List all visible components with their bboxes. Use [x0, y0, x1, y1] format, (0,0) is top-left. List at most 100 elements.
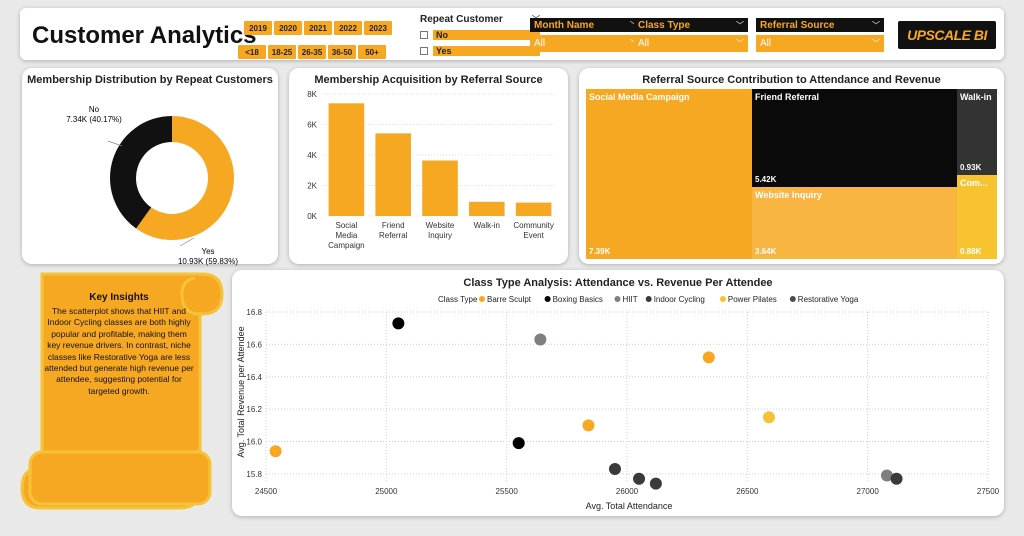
- age-button-4[interactable]: 50+: [358, 45, 386, 59]
- donut-yes-value: 10.93K (59.83%): [178, 257, 238, 266]
- bar-category-label: Event: [523, 231, 544, 240]
- x-axis-label: Avg. Total Attendance: [586, 501, 673, 511]
- checkbox-icon[interactable]: [420, 46, 428, 55]
- chevron-down-icon: ﹀: [736, 20, 744, 30]
- bar-1[interactable]: [375, 133, 411, 216]
- year-button-2021[interactable]: 2021: [304, 21, 332, 35]
- bar-y-tick: 4K: [307, 151, 317, 160]
- membership-distribution-card: Membership Distribution by Repeat Custom…: [22, 68, 278, 266]
- legend-marker: [645, 296, 652, 302]
- year-button-2023[interactable]: 2023: [364, 21, 392, 35]
- legend-item[interactable]: HIIT: [623, 295, 638, 304]
- legend-item[interactable]: Power Pilates: [728, 295, 777, 304]
- scatter-point[interactable]: [890, 472, 903, 485]
- scatter-point[interactable]: [534, 333, 547, 346]
- bar-category-label: Social: [336, 221, 358, 230]
- age-button-2[interactable]: 26-35: [298, 45, 326, 59]
- bar-2[interactable]: [422, 160, 458, 216]
- scatter-y-tick: 16.6: [246, 340, 262, 349]
- legend-marker: [479, 296, 485, 302]
- bar-y-tick: 6K: [307, 121, 317, 130]
- scatter-point[interactable]: [880, 469, 893, 482]
- bar-category-label: Inquiry: [428, 231, 452, 240]
- scatter-x-tick: 27500: [977, 487, 1000, 496]
- legend-marker: [544, 296, 551, 302]
- chevron-down-icon: ﹀: [872, 39, 880, 48]
- scatter-x-tick: 25000: [375, 487, 398, 496]
- scatter-point[interactable]: [512, 437, 525, 450]
- treemap-title: Referral Source Contribution to Attendan…: [642, 74, 941, 86]
- upscale-bi-logo: UPSCALE BI: [898, 21, 996, 49]
- legend-item[interactable]: Indoor Cycling: [654, 295, 705, 304]
- repeat-customer-slicer: Repeat Customer ﹀ No Yes: [420, 14, 540, 58]
- key-insights-panel: Key Insights The scatterplot shows that …: [20, 272, 225, 512]
- scatter-point[interactable]: [392, 317, 405, 330]
- year-button-2020[interactable]: 2020: [274, 21, 302, 35]
- treemap-tile-social-media[interactable]: Social Media Campaign 7.39K: [586, 89, 752, 259]
- donut-yes-label: Yes: [201, 247, 214, 256]
- bar-category-label: Campaign: [328, 241, 364, 250]
- checkbox-icon[interactable]: [420, 30, 428, 39]
- treemap-tile-community-event[interactable]: Com... 0.88K: [957, 175, 997, 259]
- bar-y-tick: 8K: [307, 90, 317, 99]
- bar-category-label: Friend: [382, 221, 405, 230]
- legend-item[interactable]: Restorative Yoga: [798, 295, 859, 304]
- scatter-point[interactable]: [649, 477, 662, 490]
- referral-contribution-card: Referral Source Contribution to Attendan…: [579, 68, 1004, 264]
- repeat-no-option[interactable]: No: [420, 28, 540, 41]
- legend-item[interactable]: Boxing Basics: [553, 295, 603, 304]
- bar-y-tick: 2K: [307, 182, 317, 191]
- membership-acquisition-card: Membership Acquisition by Referral Sourc…: [289, 68, 568, 264]
- scatter-point[interactable]: [762, 411, 775, 424]
- scatter-y-tick: 15.8: [246, 470, 262, 479]
- scatter-point[interactable]: [582, 419, 595, 432]
- scatter-x-tick: 26500: [736, 487, 759, 496]
- page-title: Customer Analytics: [32, 22, 257, 49]
- treemap-tile-friend-referral[interactable]: Friend Referral 5.42K: [752, 89, 957, 187]
- scatter-x-tick: 26000: [616, 487, 639, 496]
- scatter-point[interactable]: [269, 445, 282, 458]
- bar-0[interactable]: [328, 103, 365, 216]
- legend-marker: [614, 296, 621, 302]
- year-button-2019[interactable]: 2019: [244, 21, 272, 35]
- legend-title: Class Type: [438, 295, 478, 304]
- donut-slice-yes[interactable]: [136, 116, 234, 240]
- legend-marker: [719, 296, 726, 302]
- bar-4[interactable]: [515, 202, 552, 216]
- year-button-2022[interactable]: 2022: [334, 21, 362, 35]
- class-type-analysis-card: Class Type Analysis: Attendance vs. Reve…: [232, 270, 1004, 516]
- donut-chart: No 7.34K (40.17%) Yes 10.93K (59.83%): [66, 105, 238, 266]
- key-insights-text: The scatterplot shows that HIIT and Indo…: [44, 306, 194, 396]
- scatter-x-tick: 24500: [255, 487, 278, 496]
- scatter-x-tick: 25500: [496, 487, 519, 496]
- scatter-x-tick: 27000: [857, 487, 880, 496]
- bar-chart-title: Membership Acquisition by Referral Sourc…: [314, 74, 543, 86]
- scatter-chart: Class Type Barre Sculpt Boxing Basics HIIT…: [236, 295, 1000, 511]
- age-button-0[interactable]: <18: [238, 45, 266, 59]
- scatter-point[interactable]: [702, 351, 715, 364]
- repeat-yes-option[interactable]: Yes: [420, 44, 540, 57]
- key-insights-title: Key Insights: [89, 292, 149, 303]
- chevron-down-icon: ﹀: [872, 20, 880, 30]
- bar-category-label: Media: [336, 231, 358, 240]
- bar-category-label: Community: [513, 221, 553, 230]
- chevron-down-icon: ﹀: [736, 39, 744, 48]
- scatter-y-tick: 16.4: [246, 373, 262, 382]
- donut-no-value: 7.34K (40.17%): [66, 115, 122, 124]
- legend-item[interactable]: Barre Sculpt: [487, 295, 532, 304]
- bar-y-tick: 0K: [307, 212, 317, 221]
- scatter-point[interactable]: [633, 472, 646, 485]
- age-button-1[interactable]: 18-25: [268, 45, 296, 59]
- scroll-shape: [20, 272, 224, 510]
- age-button-3[interactable]: 36-50: [328, 45, 356, 59]
- scatter-title: Class Type Analysis: Attendance vs. Reve…: [463, 277, 773, 289]
- scatter-point[interactable]: [608, 463, 621, 476]
- scatter-y-tick: 16.0: [246, 438, 262, 447]
- treemap-tile-website-inquiry[interactable]: Website Inquiry 3.64K: [752, 187, 957, 259]
- bar-3[interactable]: [469, 201, 505, 216]
- treemap-tile-walk-in[interactable]: Walk-in 0.93K: [957, 89, 997, 175]
- donut-title: Membership Distribution by Repeat Custom…: [27, 74, 273, 86]
- bar-category-label: Referral: [379, 231, 408, 240]
- donut-slice-no[interactable]: [109, 116, 172, 229]
